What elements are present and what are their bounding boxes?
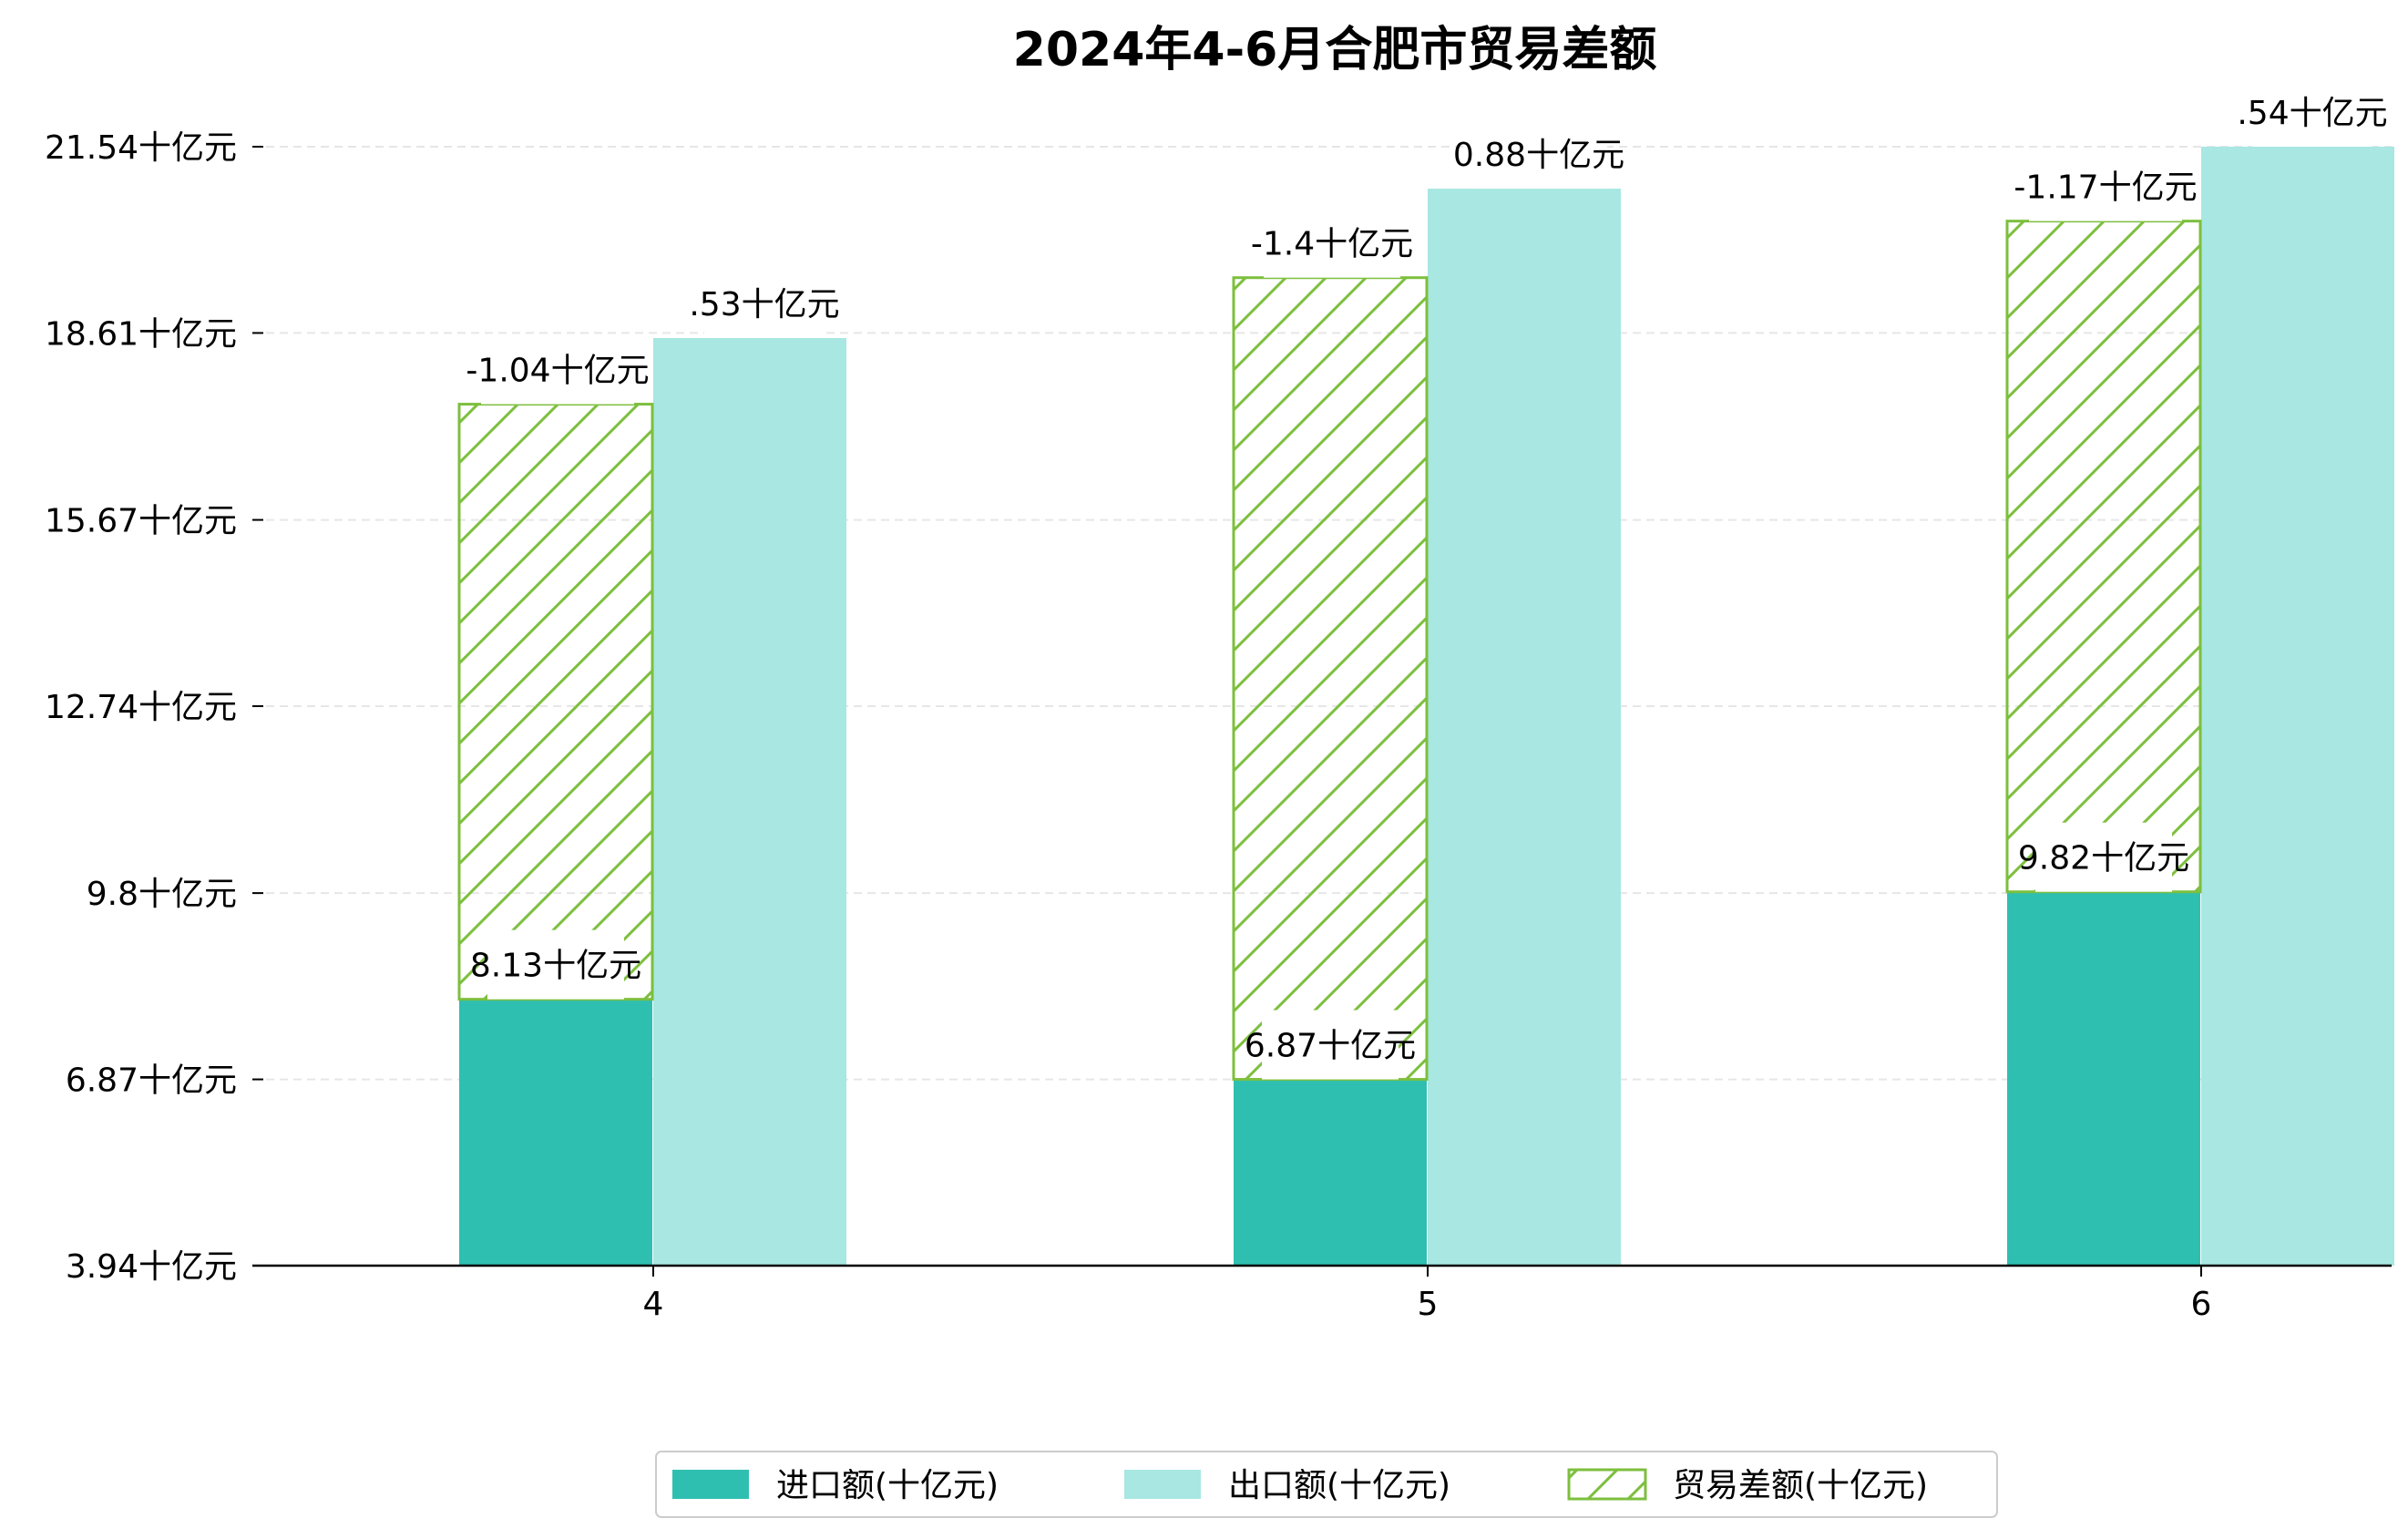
balance-value-label: -1.17十亿元 (2013, 169, 2197, 207)
import-value-label-bg (2035, 822, 2172, 892)
y-tick-label: 21.54十亿元 (45, 129, 237, 167)
x-tick-label: 4 (643, 1286, 664, 1323)
y-tick-label: 18.61十亿元 (45, 315, 237, 353)
y-tick-label: 12.74十亿元 (45, 689, 237, 726)
export-value-label: .54十亿元 (2237, 95, 2387, 132)
legend-item-export-swatch (1124, 1470, 1201, 1499)
legend-item-import-label: 进口额(十亿元) (776, 1467, 999, 1504)
chart-title: 2024年4-6月合肥市贸易差额 (1013, 23, 1657, 77)
legend-item-export-label: 出口额(十亿元) (1228, 1467, 1450, 1504)
y-tick-label: 15.67十亿元 (45, 503, 237, 540)
export-value-label: .53十亿元 (689, 286, 839, 323)
balance-value-label: -1.04十亿元 (466, 353, 649, 390)
export-value-label-bg (1470, 119, 1607, 190)
legend-item-import-swatch (672, 1470, 749, 1499)
x-tick-label: 6 (2191, 1286, 2212, 1323)
x-tick-label: 5 (1418, 1286, 1439, 1323)
balance-bar (457, 403, 654, 1001)
export-value-label-bg (704, 269, 825, 339)
export-bar (653, 338, 846, 1267)
balance-value-label-bg (481, 334, 634, 405)
balance-value-label-bg (2029, 151, 2182, 221)
bars (457, 147, 2394, 1267)
balance-value-label: -1.4十亿元 (1251, 226, 1413, 263)
legend-box (655, 1451, 1998, 1518)
y-tick-label: 6.87十亿元 (66, 1062, 237, 1100)
import-bar (2007, 891, 2200, 1266)
balance-bar (1232, 276, 1429, 1082)
export-value-label: 0.88十亿元 (1453, 137, 1624, 174)
import-value-label: 9.82十亿元 (2018, 840, 2189, 877)
data-labels: 8.13十亿元 .53十亿元 -1.04十亿元 6.87十亿元 0.88十亿元 -1.4十… (466, 77, 2388, 1080)
export-value-label-bg (2252, 77, 2372, 147)
axes: 3.94十亿元 6.87十亿元 9.8十亿元 12.74十亿元 15.67十亿元 18.6… (45, 129, 2392, 1323)
legend-item-balance-swatch (1567, 1468, 1647, 1501)
import-bar (459, 999, 652, 1266)
y-tick-label: 9.8十亿元 (87, 876, 237, 913)
y-tick-label: 3.94十亿元 (66, 1248, 237, 1286)
balance-bar (2005, 220, 2202, 894)
import-value-label-bg (487, 929, 624, 1000)
import-value-label-bg (1262, 1010, 1399, 1080)
balance-value-label-bg (1264, 208, 1400, 278)
export-bar (1428, 189, 1621, 1266)
import-value-label: 8.13十亿元 (470, 948, 641, 985)
export-bar (2201, 147, 2394, 1266)
import-bar (1234, 1079, 1427, 1266)
import-value-label: 6.87十亿元 (1245, 1028, 1416, 1065)
legend-item-balance-label: 贸易差额(十亿元) (1673, 1467, 1928, 1504)
legend: 进口额(十亿元) 出口额(十亿元) 贸易差额(十亿元) (655, 1451, 1998, 1518)
